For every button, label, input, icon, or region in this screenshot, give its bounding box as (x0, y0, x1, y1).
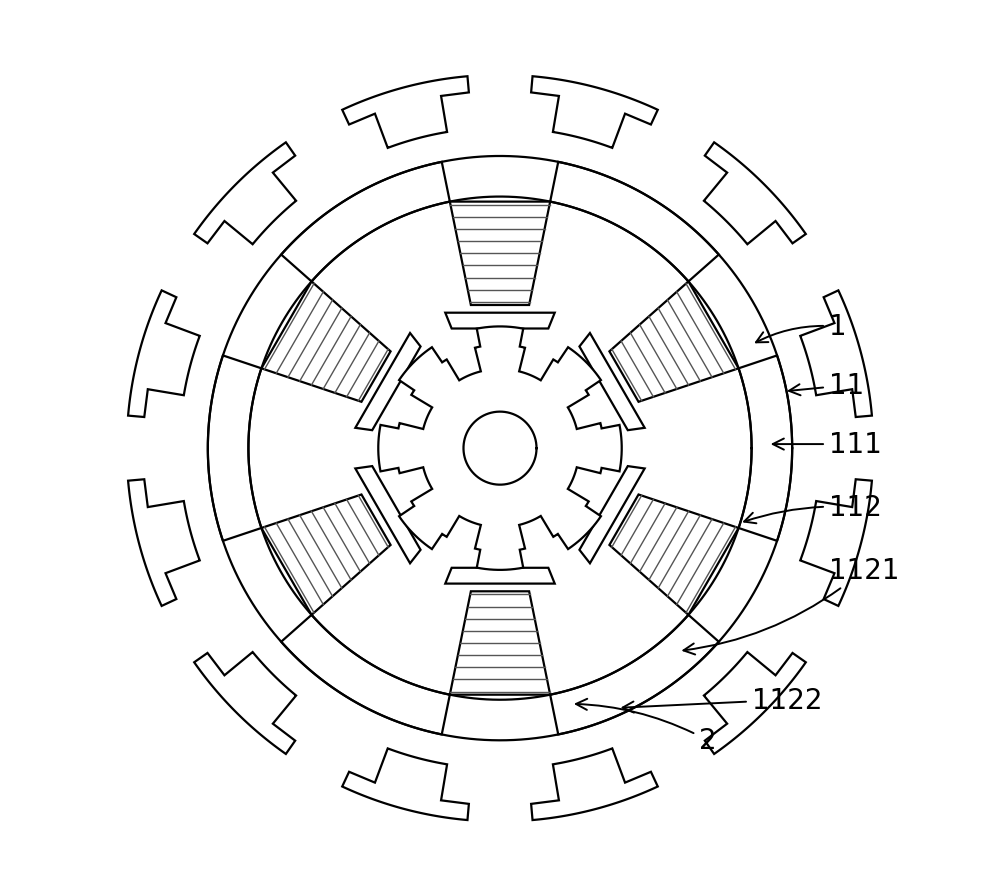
Polygon shape (800, 480, 872, 606)
Polygon shape (281, 615, 450, 735)
Polygon shape (281, 162, 450, 282)
Text: 11: 11 (789, 372, 864, 400)
Polygon shape (342, 77, 469, 149)
Polygon shape (704, 652, 806, 754)
Polygon shape (550, 162, 719, 282)
Text: 1122: 1122 (623, 686, 822, 714)
Polygon shape (550, 615, 719, 735)
Text: 112: 112 (744, 494, 882, 524)
Text: 1121: 1121 (683, 556, 899, 655)
Polygon shape (450, 592, 550, 695)
Polygon shape (128, 291, 200, 417)
Polygon shape (450, 203, 550, 306)
Polygon shape (739, 356, 792, 541)
Polygon shape (531, 77, 658, 149)
Polygon shape (128, 480, 200, 606)
Text: 2: 2 (576, 699, 716, 754)
Polygon shape (355, 467, 421, 564)
Polygon shape (609, 282, 739, 403)
Polygon shape (704, 143, 806, 245)
Polygon shape (261, 282, 391, 403)
Text: 1: 1 (756, 313, 846, 343)
Polygon shape (579, 467, 645, 564)
Text: 111: 111 (773, 431, 882, 459)
Polygon shape (194, 652, 296, 754)
Polygon shape (194, 143, 296, 245)
Polygon shape (261, 495, 391, 615)
Polygon shape (208, 356, 261, 541)
Polygon shape (800, 291, 872, 417)
Polygon shape (355, 333, 421, 431)
Polygon shape (342, 749, 469, 820)
Polygon shape (579, 333, 645, 431)
Polygon shape (445, 568, 555, 584)
Polygon shape (378, 327, 622, 570)
Polygon shape (445, 313, 555, 329)
Polygon shape (609, 495, 739, 615)
Polygon shape (531, 749, 658, 820)
